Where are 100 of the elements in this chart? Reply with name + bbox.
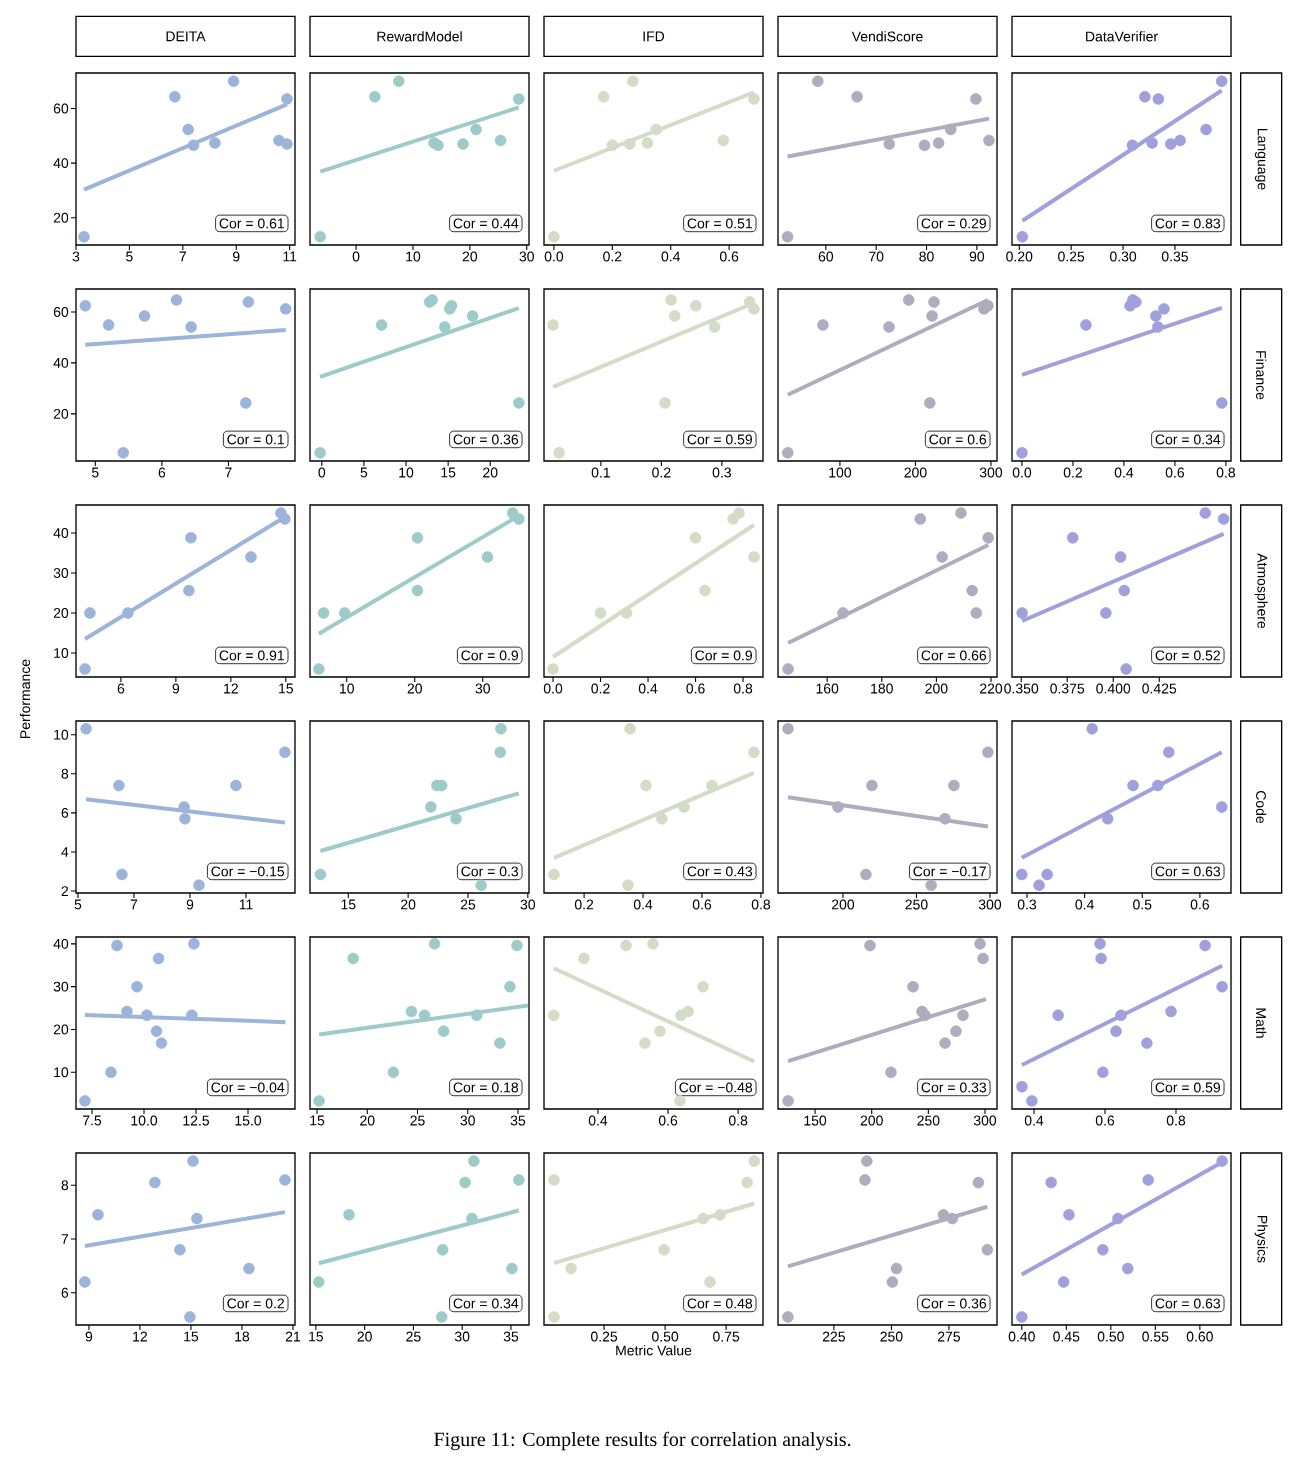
x-tick-label: 11 <box>239 899 253 910</box>
y-tick-label: 20 <box>53 408 69 419</box>
annotation: Cor = 0.29 <box>921 218 987 229</box>
annotation: Cor = 0.43 <box>687 866 753 877</box>
annotation: Cor = 0.2 <box>227 1298 284 1309</box>
x-tick-label: 0.25 <box>590 1331 618 1342</box>
x-tick-label: 9 <box>233 251 240 262</box>
x-tick-label: 0.0 <box>543 683 563 694</box>
x-tick-label: 30 <box>460 1115 475 1126</box>
x-tick-label: 0.50 <box>652 1331 679 1342</box>
x-tick-label: 30 <box>475 683 490 694</box>
annotation: Cor = 0.36 <box>453 434 519 445</box>
x-tick-label: 0.4 <box>633 899 653 910</box>
annotation: Cor = 0.18 <box>453 1082 519 1093</box>
x-tick-label: 0.6 <box>658 1115 678 1126</box>
x-tick-label: 0.2 <box>591 683 610 694</box>
x-tick-label: 0 <box>352 251 360 262</box>
x-tick-label: 0.4 <box>661 251 681 262</box>
x-tick-label: 0.4 <box>1114 467 1134 478</box>
x-tick-label: 0.0 <box>1012 467 1032 478</box>
y-tick-label: 40 <box>53 158 69 169</box>
x-tick-label: 15.0 <box>235 1115 262 1126</box>
y-tick-label: 30 <box>53 568 69 578</box>
x-tick-label: 0.2 <box>574 899 594 910</box>
y2-axis-title: Finance <box>1256 351 1267 400</box>
chart-title: VendiScore <box>851 31 923 42</box>
x-tick-label: 0.8 <box>1216 467 1236 478</box>
x-tick-label: 0.8 <box>751 899 771 910</box>
annotation: Cor = 0.91 <box>219 650 284 661</box>
x-tick-label: 3 <box>72 251 80 262</box>
annotation: Cor = −0.15 <box>211 866 285 877</box>
y-tick-label: 6 <box>61 807 69 818</box>
x-tick-label: 21 <box>285 1331 301 1342</box>
y-tick-label: 8 <box>61 1180 69 1191</box>
x-tick-label: 15 <box>441 467 456 478</box>
x-tick-label: 200 <box>860 1115 883 1126</box>
x-tick-label: 0.0 <box>544 251 564 262</box>
x-tick-label: 275 <box>937 1331 961 1342</box>
annotation: Cor = −0.04 <box>211 1082 285 1093</box>
x-tick-label: 300 <box>979 467 1003 478</box>
x-tick-label: 20 <box>462 251 478 262</box>
x-tick-label: 35 <box>503 1331 519 1342</box>
x-tick-label: 15 <box>184 1331 199 1342</box>
x-tick-label: 0.30 <box>1109 251 1137 262</box>
x-tick-label: 0.8 <box>728 1115 748 1126</box>
x-tick-label: 160 <box>816 683 839 694</box>
x-tick-label: 10.0 <box>131 1115 158 1126</box>
y-tick-label: 40 <box>53 938 69 949</box>
x-tick-label: 0.40 <box>1008 1331 1035 1342</box>
x-axis-title: Metric Value <box>616 1345 692 1356</box>
x-tick-label: 250 <box>905 899 928 910</box>
annotation: Cor = 0.1 <box>227 434 284 445</box>
x-tick-label: 0.55 <box>1142 1331 1169 1342</box>
x-tick-label: 0.4 <box>638 683 658 694</box>
x-tick-label: 7.5 <box>83 1115 102 1126</box>
x-tick-label: 9 <box>172 683 180 694</box>
x-tick-label: 0.2 <box>603 251 622 262</box>
y2-axis-title: Physics <box>1254 1216 1268 1263</box>
x-tick-label: 200 <box>904 467 927 478</box>
y-tick-label: 20 <box>53 608 69 618</box>
y-tick-label: 10 <box>54 729 69 740</box>
x-tick-label: 90 <box>969 251 985 262</box>
annotation: Cor = 0.6 <box>929 434 987 445</box>
annotation: Cor = 0.83 <box>1155 218 1221 229</box>
x-tick-label: 20 <box>357 1331 372 1342</box>
y-tick-label: 30 <box>53 981 69 992</box>
x-tick-label: 5 <box>74 899 82 910</box>
annotation: Cor = 0.52 <box>1155 650 1220 661</box>
x-tick-label: 0.3 <box>712 467 731 478</box>
x-tick-label: 150 <box>804 1115 827 1126</box>
x-tick-label: 80 <box>919 251 934 262</box>
annotation: Cor = 0.36 <box>921 1298 987 1309</box>
x-tick-label: 70 <box>869 251 884 262</box>
annotation: Cor = 0.63 <box>1155 1298 1221 1309</box>
y-tick-label: 2 <box>61 886 69 896</box>
annotation: Cor = −0.48 <box>679 1082 753 1093</box>
x-tick-label: 0.20 <box>1006 251 1033 262</box>
x-tick-label: 12 <box>133 1331 147 1342</box>
x-tick-label: 0 <box>318 467 326 478</box>
y2-axis-title: Math <box>1256 1008 1267 1038</box>
x-tick-label: 100 <box>829 467 852 478</box>
x-tick-label: 0.4 <box>588 1115 608 1126</box>
x-tick-label: 0.350 <box>1004 683 1039 694</box>
x-tick-label: 7 <box>179 251 187 262</box>
x-tick-label: 15 <box>310 1115 325 1126</box>
x-tick-label: 0.75 <box>713 1331 740 1342</box>
x-tick-label: 0.6 <box>1190 899 1210 910</box>
x-tick-label: 7 <box>225 467 232 478</box>
x-tick-label: 0.4 <box>1024 1115 1044 1126</box>
x-tick-label: 0.2 <box>1063 467 1082 478</box>
x-tick-label: 200 <box>832 899 855 910</box>
y-tick-label: 4 <box>61 847 69 857</box>
x-tick-label: 220 <box>980 683 1003 694</box>
y2-axis-title: Language <box>1254 129 1268 190</box>
x-tick-label: 0.8 <box>1166 1115 1186 1126</box>
x-tick-label: 15 <box>309 1331 324 1342</box>
x-tick-label: 30 <box>520 899 536 910</box>
annotation: Cor = 0.9 <box>695 650 753 661</box>
y-tick-label: 8 <box>61 768 69 779</box>
x-tick-label: 9 <box>85 1331 93 1342</box>
